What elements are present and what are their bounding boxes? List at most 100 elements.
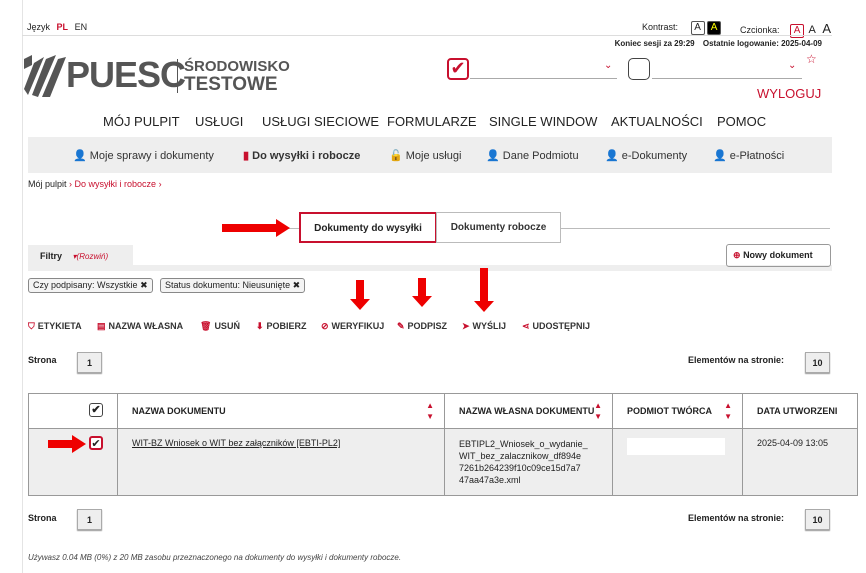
- per-page-select-bottom[interactable]: 10: [805, 509, 830, 530]
- lang-en[interactable]: EN: [74, 22, 88, 32]
- breadcrumb-current[interactable]: Do wysyłki i robocze: [74, 179, 157, 189]
- session-timer: Koniec sesji za 29:29: [614, 39, 695, 48]
- contrast-normal[interactable]: A: [690, 21, 705, 35]
- header-label: NAZWA DOKUMENTU: [132, 406, 226, 416]
- send-icon: ➤: [462, 321, 470, 331]
- expand-filters[interactable]: ▾(Rozwiń): [72, 252, 109, 261]
- breadcrumb-moj-pulpit[interactable]: Mój pulpit: [28, 179, 67, 189]
- nav-uslugi[interactable]: USŁUGI: [195, 114, 244, 129]
- subnav-label: Moje usługi: [405, 150, 462, 162]
- plus-circle-icon: ⊕: [733, 250, 741, 260]
- chevron-right-icon: ›: [156, 179, 162, 189]
- page-number[interactable]: 1: [77, 352, 102, 373]
- subnav-e-dokumenty[interactable]: 👤 e-Dokumenty: [605, 149, 687, 162]
- session-info: Koniec sesji za 29:29 Ostatnie logowanie…: [615, 39, 822, 48]
- nav-pomoc[interactable]: POMOC: [717, 114, 767, 129]
- logo-stripes-icon: [24, 55, 66, 97]
- header-label: NAZWA WŁASNA DOKUMENTU: [459, 406, 595, 416]
- new-document-button[interactable]: ⊕ Nowy dokument: [726, 244, 831, 267]
- divider: [22, 35, 832, 36]
- row-checkbox[interactable]: ✔: [89, 436, 103, 450]
- logout-link[interactable]: WYLOGUJ: [757, 86, 822, 101]
- bookmark-icon: ⛉: [28, 321, 35, 331]
- lang-pl[interactable]: PL: [56, 22, 69, 32]
- nav-single-window[interactable]: SINGLE WINDOW: [489, 114, 598, 129]
- page-number-bottom[interactable]: 1: [77, 509, 102, 530]
- filter-chip-signed[interactable]: Czy podpisany: Wszystkie ✖: [28, 278, 153, 293]
- subnav-moje-sprawy[interactable]: 👤 Moje sprawy i dokumenty: [73, 149, 214, 162]
- document-name-link[interactable]: WIT-BZ Wniosek o WIT bez załączników [EB…: [132, 438, 341, 448]
- font-label: Czcionka:: [740, 25, 780, 35]
- chevron-down-icon[interactable]: ⌄: [604, 60, 613, 71]
- tab-dokumenty-robocze[interactable]: Dokumenty robocze: [436, 212, 561, 243]
- subnav-e-platnosci[interactable]: 👤 e-Płatności: [713, 149, 784, 162]
- filter-bar: [28, 265, 832, 271]
- logo[interactable]: PUESC ŚRODOWISKO TESTOWE: [24, 54, 290, 97]
- toolbar-weryfikuj[interactable]: ⊘ WERYFIKUJ: [321, 321, 384, 332]
- annotation-arrow: [474, 268, 494, 312]
- filters-tab[interactable]: Filtry ▾(Rozwiń): [28, 245, 133, 267]
- sort-icon[interactable]: ▲ ▼: [724, 401, 732, 421]
- subnav-moje-uslugi[interactable]: 🔓 Moje usługi: [389, 149, 461, 162]
- tab-dokumenty-do-wysylki[interactable]: Dokumenty do wysyłki: [299, 212, 437, 243]
- page-label: Strona: [28, 355, 57, 365]
- per-page-select[interactable]: 10: [805, 352, 830, 373]
- page-label-bottom: Strona: [28, 513, 57, 523]
- header-nazwa-wlasna[interactable]: NAZWA WŁASNA DOKUMENTU ▲ ▼: [444, 393, 613, 429]
- user-icon: 👤: [605, 150, 619, 162]
- document-date: 2025-04-09 13:05: [757, 438, 829, 448]
- filter-chip-status[interactable]: Status dokumentu: Nieusunięte ✖: [160, 278, 306, 293]
- font-large[interactable]: A: [822, 21, 832, 36]
- nav-aktualnosci[interactable]: AKTUALNOŚCI: [611, 114, 703, 129]
- download-icon: ⬇: [256, 321, 264, 331]
- sort-icon[interactable]: ▲ ▼: [426, 401, 434, 421]
- sort-icon[interactable]: ▲ ▼: [594, 401, 602, 421]
- nav-moj-pulpit[interactable]: MÓJ PULPIT: [103, 114, 180, 129]
- contrast-high[interactable]: A: [707, 21, 722, 35]
- subnav-do-wysylki[interactable]: ▮ Do wysyłki i robocze: [243, 149, 360, 162]
- close-icon[interactable]: ✖: [292, 280, 301, 290]
- toolbar-udostepnij[interactable]: ⋖ UDOSTĘPNIJ: [522, 321, 590, 332]
- toolbar-podpisz[interactable]: ✎ PODPISZ: [397, 321, 447, 332]
- table-row[interactable]: ✔ WIT-BZ Wniosek o WIT bez załączników […: [28, 428, 858, 496]
- header-label: DATA UTWORZENI: [757, 406, 838, 416]
- star-icon[interactable]: ☆: [806, 52, 817, 66]
- chip-label: Status dokumentu: Nieusunięte: [165, 280, 291, 290]
- language-label: Język: [27, 22, 51, 32]
- document-icon: ▮: [243, 150, 250, 162]
- subnav-label: Do wysyłki i robocze: [252, 150, 361, 162]
- select-all-checkbox[interactable]: ✔: [89, 403, 103, 417]
- per-page-label-bottom: Elementów na stronie:: [688, 513, 785, 523]
- logo-text: PUESC: [66, 54, 186, 95]
- role-dropdown[interactable]: [470, 78, 617, 79]
- share-icon: ⋖: [522, 321, 530, 331]
- header-podmiot[interactable]: PODMIOT TWÓRCA ▲ ▼: [612, 393, 743, 429]
- pencil-icon: ✎: [397, 321, 405, 331]
- nav-uslugi-sieciowe[interactable]: USŁUGI SIECIOWE: [262, 114, 380, 129]
- close-icon[interactable]: ✖: [140, 280, 148, 290]
- font-medium[interactable]: A: [808, 24, 816, 36]
- documents-table: ✔ NAZWA DOKUMENTU ▲ ▼ NAZWA WŁASNA DOKUMEN…: [28, 393, 858, 496]
- subnav-dane-podmiotu[interactable]: 👤 Dane Podmiotu: [486, 149, 579, 162]
- entity-checkbox[interactable]: [628, 58, 650, 80]
- user-icon: 👤: [73, 150, 87, 162]
- subnav-label: e-Dokumenty: [621, 150, 688, 162]
- id-card-icon: ▤: [97, 321, 106, 331]
- checkbox-role-icon[interactable]: ✔: [447, 58, 469, 80]
- chevron-down-icon[interactable]: ⌄: [788, 60, 797, 71]
- breadcrumb: Mój pulpit › Do wysyłki i robocze ›: [28, 179, 162, 189]
- document-own-name: EBTIPL2_Wniosek_o_wydanie_ WIT_bez_zalac…: [459, 439, 588, 485]
- toolbar-wyslij[interactable]: ➤ WYŚLIJ: [462, 321, 506, 332]
- font-size-control: Czcionka: A A A: [740, 21, 831, 38]
- new-document-label: Nowy dokument: [743, 250, 813, 260]
- entity-dropdown[interactable]: [652, 78, 802, 79]
- nav-formularze[interactable]: FORMULARZE: [387, 114, 477, 129]
- toolbar-pobierz[interactable]: ⬇ POBIERZ: [256, 321, 307, 332]
- header-nazwa[interactable]: NAZWA DOKUMENTU ▲ ▼: [117, 393, 445, 429]
- toolbar-usun[interactable]: 🗑 USUŃ: [200, 321, 240, 332]
- header-data[interactable]: DATA UTWORZENI: [742, 393, 858, 429]
- storage-usage-note: Używasz 0.04 MB (0%) z 20 MB zasobu prze…: [28, 553, 402, 562]
- toolbar-etykieta[interactable]: ⛉ ETYKIETA: [28, 321, 82, 332]
- toolbar-nazwa-wlasna[interactable]: ▤ NAZWA WŁASNA: [97, 321, 183, 332]
- subnav-label: Moje sprawy i dokumenty: [89, 150, 214, 162]
